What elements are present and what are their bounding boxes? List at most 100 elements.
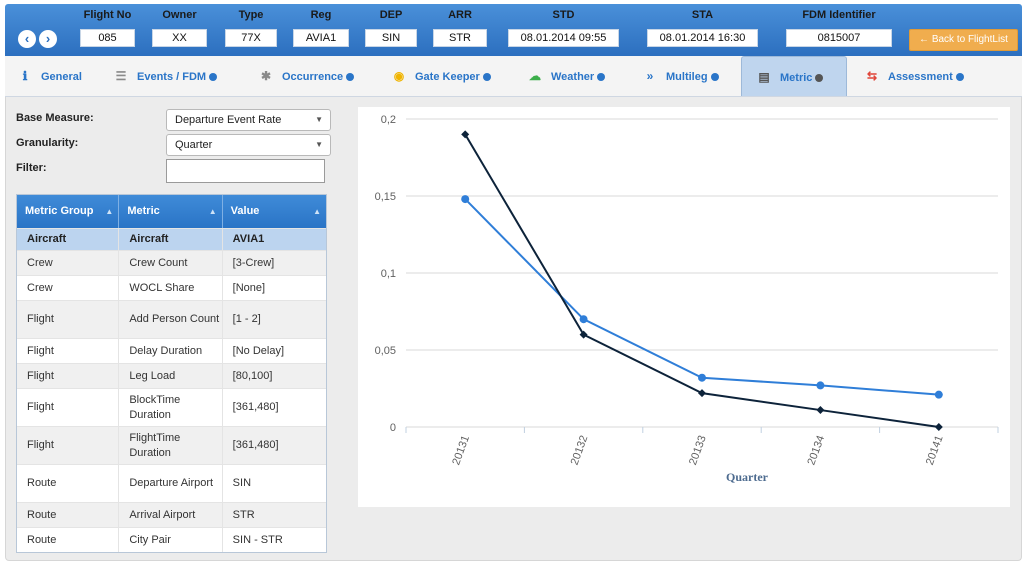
flight-header: ‹ › Flight No 085 Owner XX Type 77X Reg …	[5, 4, 1022, 56]
arrow-left-icon: ←	[919, 34, 930, 45]
back-to-flightlist-button[interactable]: ← Back to FlightList	[909, 29, 1018, 51]
metric-cell: Crew Count	[119, 251, 223, 275]
table-row[interactable]: Flight Leg Load [80,100]	[17, 363, 326, 388]
x-tick-label: 20133	[687, 434, 709, 467]
table-row[interactable]: Route Departure Airport SIN	[17, 464, 326, 502]
data-point	[579, 330, 588, 339]
metric-cell: Leg Load	[119, 364, 223, 388]
tab-gate-keeper[interactable]: ◉ Gate Keeper	[391, 56, 506, 96]
table-row[interactable]: Flight Add Person Count [1 - 2]	[17, 300, 326, 338]
arr-field: ARR STR	[433, 8, 487, 47]
column-header-metric[interactable]: Metric ▲	[119, 195, 223, 228]
tab-events-fdm[interactable]: ☰ Events / FDM	[113, 56, 238, 96]
type-field: Type 77X	[225, 8, 277, 47]
series-line	[464, 133, 939, 428]
dropdown-caret-icon: ▼	[315, 115, 323, 124]
status-dot-icon	[955, 73, 964, 82]
gear-icon: ✱	[260, 69, 272, 83]
y-tick-label: 0,1	[381, 268, 396, 280]
owner-field: Owner XX	[152, 8, 207, 47]
sort-both-icon: ▲	[313, 207, 321, 216]
table-body: Aircraft Aircraft AVIA1 Crew Crew Count [3-Cr…	[17, 228, 326, 552]
tab-general[interactable]: ℹ General	[17, 56, 107, 96]
table-row[interactable]: Aircraft Aircraft AVIA1	[17, 228, 326, 250]
tab-bar: ℹ General ☰ Events / FDM ✱ Occurrence ◉ Gate…	[5, 56, 1022, 97]
line-chart: 0 0,05 0,1 0,15 0,2 20131 20132 20133 20134 20141…	[375, 114, 999, 484]
list-icon: ☰	[115, 69, 127, 83]
x-tick-label: 20132	[569, 434, 591, 467]
metric-group-cell: Route	[17, 465, 120, 502]
metric-group-cell: Route	[17, 503, 120, 527]
base-measure-select[interactable]: Departure Event Rate ▼	[166, 109, 331, 131]
metric-group-cell: Flight	[17, 339, 120, 363]
metric-group-cell: Flight	[17, 364, 120, 388]
dep-field: DEP SIN	[365, 8, 417, 47]
value-cell: AVIA1	[232, 233, 265, 245]
metric-cell: Aircraft	[119, 229, 223, 250]
tab-metric[interactable]: ▤ Metric	[741, 56, 847, 96]
tab-weather[interactable]: ☁ Weather	[527, 56, 622, 96]
data-point	[698, 389, 706, 398]
value-cell: [None]	[232, 281, 266, 294]
data-point	[461, 195, 470, 204]
previous-flight-button[interactable]: ‹	[18, 30, 36, 48]
base-measure-label: Base Measure:	[16, 112, 94, 124]
std-field: STD 08.01.2014 09:55	[508, 8, 619, 47]
metric-group-cell: Flight	[17, 389, 120, 426]
sta-field: STA 08.01.2014 16:30	[647, 8, 758, 47]
metric-group-cell: Flight	[17, 301, 120, 338]
cloud-icon: ☁	[529, 69, 541, 83]
reg-field: Reg AVIA1	[293, 8, 349, 47]
next-flight-button[interactable]: ›	[39, 30, 57, 48]
y-tick-label: 0,2	[381, 114, 396, 126]
lock-icon: ◉	[393, 69, 405, 83]
table-row[interactable]: Flight BlockTime Duration [361,480]	[17, 388, 326, 426]
status-dot-icon	[346, 73, 355, 82]
fdm-identifier-field: FDM Identifier 0815007	[786, 8, 892, 47]
sort-asc-icon: ▲	[105, 207, 114, 216]
metric-cell: Delay Duration	[119, 339, 223, 363]
tab-assessment[interactable]: ⇆ Assessment	[864, 56, 984, 96]
x-axis-title: Quarter	[726, 470, 769, 484]
filter-input[interactable]	[166, 159, 325, 183]
table-row[interactable]: Flight Delay Duration [No Delay]	[17, 338, 326, 363]
series-line	[464, 198, 939, 396]
column-header-value[interactable]: Value ▲	[223, 195, 326, 228]
granularity-label: Granularity:	[16, 137, 79, 149]
table-row[interactable]: Route City Pair SIN - STR	[17, 527, 326, 552]
data-point	[816, 406, 825, 415]
status-dot-icon	[815, 74, 824, 83]
filter-label: Filter:	[16, 162, 47, 174]
column-header-metric-group[interactable]: Metric Group ▲	[17, 195, 120, 228]
value-cell: STR	[232, 508, 255, 521]
y-tick-label: 0,15	[375, 191, 396, 203]
tab-multileg[interactable]: » Multileg	[642, 56, 732, 96]
metric-chart: 0 0,05 0,1 0,15 0,2 20131 20132 20133 20134 20141…	[358, 107, 1010, 507]
x-tick-label: 20141	[924, 434, 946, 467]
metric-panel: Base Measure: Departure Event Rate ▼ Gra…	[5, 97, 1022, 561]
sort-both-icon: ▲	[208, 207, 217, 216]
granularity-select[interactable]: Quarter ▼	[166, 134, 331, 156]
table-row[interactable]: Flight FlightTime Duration [361,480]	[17, 426, 326, 464]
metric-group-cell: Route	[17, 528, 120, 552]
value-cell: SIN - STR	[232, 533, 283, 546]
metric-cell: City Pair	[119, 528, 223, 552]
metric-cell: Departure Airport	[119, 465, 223, 502]
data-point	[934, 423, 943, 431]
data-point	[579, 315, 588, 324]
status-dot-icon	[710, 73, 719, 82]
table-row[interactable]: Crew Crew Count [3-Crew]	[17, 250, 326, 275]
value-cell: SIN	[232, 477, 252, 489]
table-row[interactable]: Crew WOCL Share [None]	[17, 275, 326, 300]
data-point	[698, 373, 706, 382]
tab-occurrence[interactable]: ✱ Occurrence	[258, 56, 373, 96]
value-cell: [361,480]	[232, 401, 279, 413]
value-cell: [80,100]	[232, 369, 273, 382]
metric-group-cell: Crew	[17, 251, 120, 275]
table-row[interactable]: Route Arrival Airport STR	[17, 502, 326, 527]
metric-cell: BlockTime Duration	[119, 389, 223, 426]
y-tick-label: 0	[390, 422, 396, 434]
metric-cell: Arrival Airport	[119, 503, 223, 527]
data-point	[816, 381, 825, 390]
status-dot-icon	[482, 73, 491, 82]
